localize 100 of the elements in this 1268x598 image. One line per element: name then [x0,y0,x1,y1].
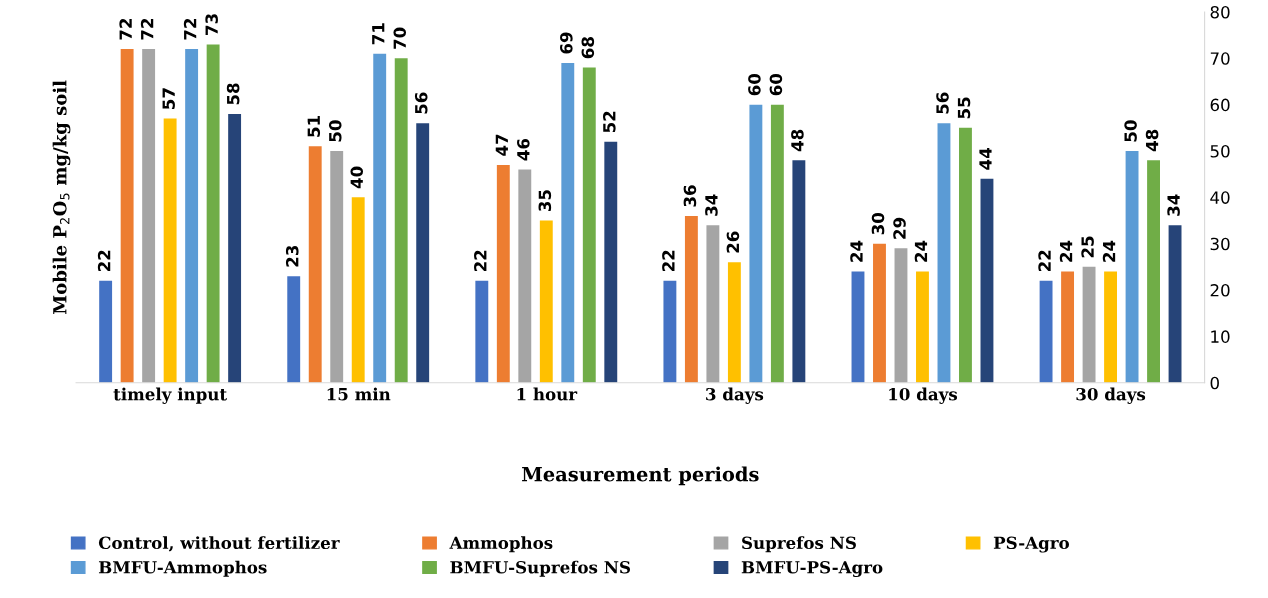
bar [873,243,886,383]
data-label: 40 [350,166,364,189]
data-label: 29 [893,217,906,239]
bar [1104,271,1118,383]
data-label: 68 [581,37,595,59]
bar [1168,225,1182,383]
bar [937,123,951,383]
bar [792,160,806,383]
y-tick-label: 20 [1210,283,1230,297]
data-label: 26 [726,231,740,253]
bar [770,104,784,383]
legend-label: PS-Agro [993,536,1070,553]
bar [561,62,575,383]
x-tick-label: 10 days [889,387,958,404]
data-label: 23 [285,245,299,267]
data-label: 34 [1167,194,1180,216]
bar [287,276,301,383]
data-label: 35 [538,190,552,212]
data-label: 46 [517,138,530,161]
bar [185,49,199,383]
y-tick-label: 30 [1210,237,1230,251]
data-label: 70 [393,27,407,49]
y-tick-label: 0 [1210,376,1219,390]
data-label: 72 [119,18,132,40]
data-label: 72 [183,18,197,40]
bar [330,151,344,383]
bar [373,53,387,383]
data-label: 56 [936,92,949,114]
y-tick-label: 40 [1210,191,1230,204]
data-label: 22 [474,250,487,272]
data-label: 22 [97,250,111,272]
data-label: 25 [1081,236,1094,258]
data-label: 60 [769,73,783,96]
bar [228,113,242,383]
x-tick-label: 3 days [706,387,764,404]
legend-label: Suprefos NS [742,536,856,553]
data-label: 56 [414,92,428,114]
data-label: 50 [1124,120,1137,142]
data-label: 34 [705,194,718,216]
data-label: 72 [140,18,154,40]
legend-label: Control, without fertilizer [98,536,340,552]
legend-label: BMFU-PS-Agro [741,560,883,578]
x-tick-label: 1 hour [517,387,578,401]
bar [604,141,618,383]
bar [663,280,677,383]
data-label: 47 [495,134,508,156]
data-label: 60 [748,73,761,96]
data-label: 69 [560,32,573,54]
data-label: 30 [871,212,885,235]
bar [99,280,113,383]
data-label: 57 [162,88,175,109]
y-tick-label: 60 [1210,98,1230,112]
bar [1125,151,1139,383]
data-label: 36 [683,185,697,207]
bar [394,58,408,383]
data-label: 24 [914,240,928,262]
data-label: 51 [307,115,321,137]
bar [684,215,698,383]
y-tick-label: 80 [1210,5,1230,19]
legend-label: BMFU-Suprefos NS [450,560,630,577]
y-tick-label: 70 [1210,52,1230,65]
data-label: 71 [372,23,385,45]
data-label: 52 [603,111,616,133]
data-label: 58 [226,83,240,105]
data-label: 73 [205,14,218,35]
bar [206,44,220,383]
bar [416,123,430,383]
bar [582,67,596,383]
y-tick-label: 50 [1210,144,1230,158]
bar [496,164,510,383]
y-tick-label: 10 [1211,330,1230,343]
x-axis-title: Measurement periods [522,466,759,486]
bar [518,169,532,383]
data-label: 24 [1059,240,1073,262]
data-label: 22 [1038,250,1051,272]
bar [120,49,134,383]
data-label: 48 [1145,129,1159,152]
legend-label: Ammophos [449,536,553,553]
data-label: 24 [1102,240,1116,262]
bar [916,271,929,383]
bar [1061,271,1075,383]
bar [308,146,322,383]
data-label: 24 [850,240,863,262]
x-tick-label: 30 days [1076,387,1146,404]
bar [980,178,994,383]
data-label: 50 [328,120,342,142]
bar [142,49,156,383]
bar [163,118,177,383]
data-label: 55 [957,97,971,119]
bar [749,104,763,383]
x-tick-label: 15 min [327,387,391,401]
bar [894,248,908,383]
legend-label: BMFU-Ammophos [98,560,267,577]
bar [539,220,553,383]
bar [475,280,489,383]
bar [706,225,720,383]
bar [1082,266,1096,383]
bar [1039,280,1053,383]
y-axis-title: Mobile P$_{2}$O$_{5}$ mg/kg soil [52,80,71,315]
data-label: 48 [791,129,804,152]
